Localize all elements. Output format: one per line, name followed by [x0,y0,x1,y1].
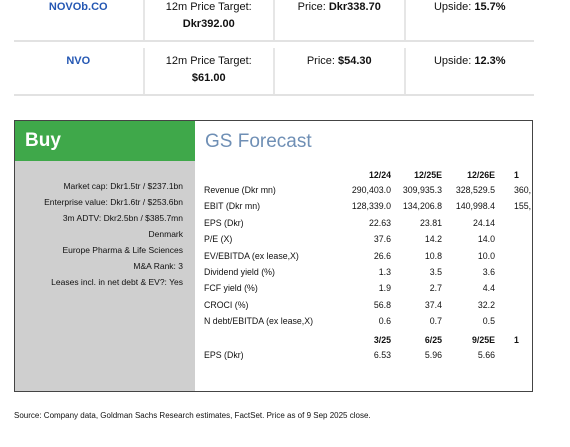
cell-value: 6.53 [373,350,391,360]
profile-line: Leases incl. in net debt & EV?: Yes [51,277,183,287]
cell-value: 1.3 [378,267,391,277]
row-label: P/E (X) [204,234,233,245]
column-header: 3/25 [373,335,391,345]
upside-label: Upside: [433,55,472,67]
column-header: 9/25E [472,335,495,345]
cell-value: 0.5 [482,316,495,327]
column-header: 12/25E [414,170,442,180]
cell-value: 3.5 [429,267,442,277]
ticker-row: NVO 12m Price Target: $61.00 Price: $54.30 U… [14,48,534,96]
cell-value: 14.0 [477,234,495,245]
cell-value: 32.2 [477,299,495,310]
target-cell: 12m Price Target: Dkr392.00 [145,0,275,40]
profile-line: Market cap: Dkr1.5tr / $237.1bn [63,181,183,191]
price-cell: Price: $54.30 [275,48,406,94]
upside-line: Upside: 15.7% [434,0,506,16]
cell-value: 37.6 [373,234,391,245]
cell-value: 134,206.8 [402,201,442,212]
cell-value: 24.14 [472,217,495,228]
cell-value: 290,403.0 [351,185,391,195]
cell-value: 3.6 [482,267,495,277]
ticker-symbol: NOVOb.CO [48,1,108,13]
profile-panel [15,161,195,391]
row-label: FCF yield (%) [204,283,258,294]
row-label: EPS (Dkr) [204,217,244,228]
cell-value: 23.81 [419,217,442,228]
column-header: 6/25 [424,335,442,345]
cell-value: 309,935.3 [402,185,442,195]
cell-value: 360, [514,185,532,195]
profile-line: Denmark [148,229,183,239]
target-cell: 12m Price Target: $61.00 [145,48,275,94]
row-label: CROCI (%) [204,299,249,310]
ticker-cell: NVO [14,48,145,94]
forecast-title: GS Forecast [205,131,312,152]
cell-value: 0.7 [429,316,442,327]
cell-value: 10.0 [477,250,495,261]
upside-label: Upside: [433,1,472,13]
column-header: 1 [514,170,519,180]
row-label: EV/EBITDA (ex lease,X) [204,250,299,261]
price-label: Price: [306,55,335,67]
profile-line: 3m ADTV: Dkr2.5bn / $385.7mn [62,213,183,223]
cell-value: 328,529.5 [455,185,495,195]
cell-value: 155, [514,201,532,212]
cell-value: 1.9 [378,283,391,294]
row-label: Dividend yield (%) [204,267,275,277]
cell-value: 0.6 [378,316,391,327]
column-header: 12/24 [368,170,391,180]
cell-value: 140,998.4 [455,201,495,212]
ticker-symbol: NVO [66,55,91,67]
price-value: $54.30 [338,55,372,67]
row-label: N debt/EBITDA (ex lease,X) [204,316,314,327]
cell-value: 22.63 [368,217,391,228]
target-label: 12m Price Target: [165,1,252,13]
row-label: EBIT (Dkr mn) [204,201,261,212]
upside-cell: Upside: 12.3% [406,48,535,94]
price-value: Dkr338.70 [328,1,381,13]
source-note: Source: Company data, Goldman Sachs Rese… [14,411,371,420]
cell-value: 10.8 [424,250,442,261]
cell-value: 26.6 [373,250,391,261]
profile-line: Europe Pharma & Life Sciences [62,245,183,255]
row-label: Revenue (Dkr mn) [204,185,276,195]
upside-line: Upside: 12.3% [434,53,506,70]
rating-box: Buy GS Forecast Market cap: Dkr1.5tr / $… [14,120,533,392]
target-value: Dkr392.00 [182,18,235,30]
price-cell: Price: Dkr338.70 [275,0,406,40]
cell-value: 37.4 [424,299,442,310]
column-header: 1 [514,335,519,345]
rating: Buy [15,121,195,161]
row-label: EPS (Dkr) [204,350,244,360]
ticker-row: NOVOb.CO 12m Price Target: Dkr392.00 Price:… [14,0,534,42]
profile-line: M&A Rank: 3 [133,261,183,271]
price-line: Price: $54.30 [307,53,372,70]
column-header: 12/26E [467,170,495,180]
target-value: $61.00 [191,72,226,84]
cell-value: 5.66 [477,350,495,360]
upside-value: 12.3% [474,55,506,67]
ticker-cell: NOVOb.CO [14,0,145,40]
cell-value: 4.4 [482,283,495,294]
upside-cell: Upside: 15.7% [406,0,535,40]
cell-value: 5.96 [424,350,442,360]
cell-value: 56.8 [373,299,391,310]
price-line: Price: Dkr338.70 [298,0,381,16]
price-label: Price: [297,1,326,13]
cell-value: 2.7 [429,283,442,294]
target-label: 12m Price Target: [165,55,252,67]
upside-value: 15.7% [474,1,506,13]
cell-value: 128,339.0 [351,201,391,212]
cell-value: 14.2 [424,234,442,245]
profile-line: Enterprise value: Dkr1.6tr / $253.6bn [44,197,183,207]
